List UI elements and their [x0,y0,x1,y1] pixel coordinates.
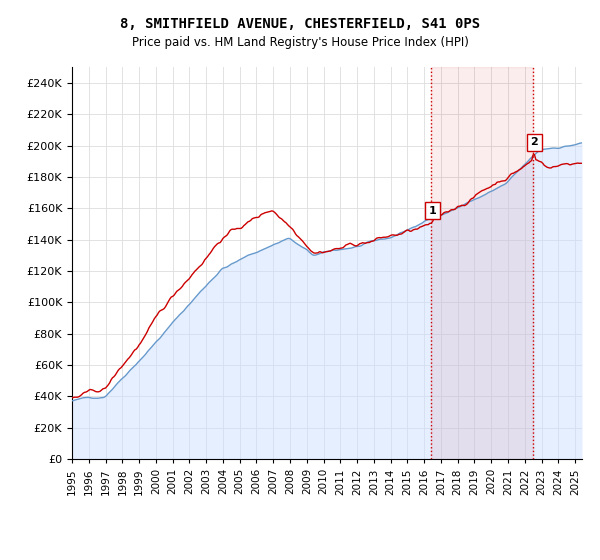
Text: 2: 2 [530,137,538,147]
Text: 8, SMITHFIELD AVENUE, CHESTERFIELD, S41 0PS: 8, SMITHFIELD AVENUE, CHESTERFIELD, S41 … [120,17,480,31]
Text: Price paid vs. HM Land Registry's House Price Index (HPI): Price paid vs. HM Land Registry's House … [131,36,469,49]
Bar [431,67,533,459]
Text: 1: 1 [428,206,436,216]
